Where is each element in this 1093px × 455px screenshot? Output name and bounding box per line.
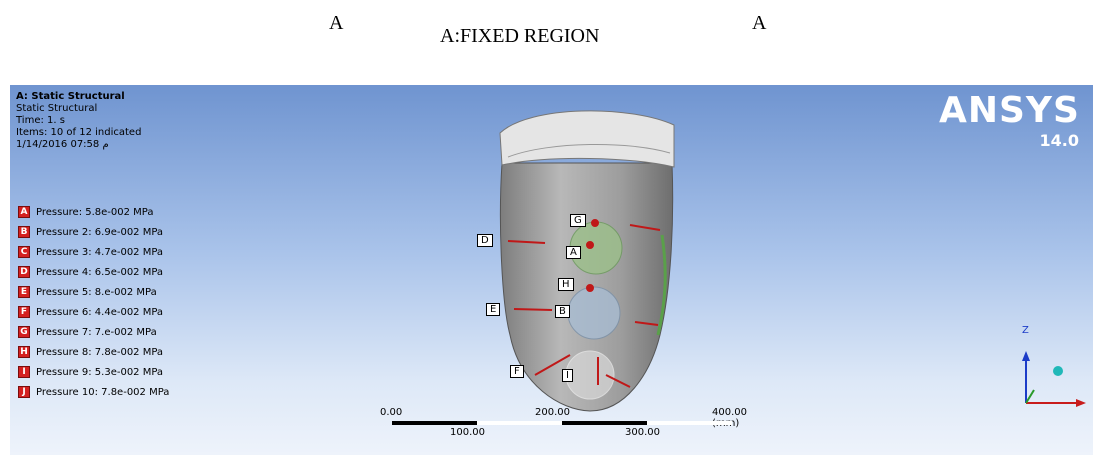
scale-bar: 0.00 200.00 400.00 (mm) 100.00 300.00: [380, 407, 747, 455]
graphics-viewport[interactable]: A: Static Structural Static Structural T…: [10, 85, 1093, 455]
caption-a-left: A: [329, 12, 344, 34]
scale-label-top: 0.00: [380, 407, 403, 418]
scale-label-top: 200.00: [535, 407, 570, 418]
scale-label-bottom: 100.00: [450, 427, 485, 438]
legend-item[interactable]: I Pressure 9: 5.3e-002 MPa: [18, 365, 163, 379]
legend-marker-icon: G: [18, 326, 30, 338]
legend-item[interactable]: J Pressure 10: 7.8e-002 MPa: [18, 385, 169, 399]
marker-g[interactable]: G: [570, 214, 586, 227]
legend-item[interactable]: A Pressure: 5.8e-002 MPa: [18, 205, 154, 219]
analysis-date: 1/14/2016 07:58 م: [16, 139, 109, 150]
marker-a[interactable]: A: [566, 246, 581, 259]
caption-a-right: A: [752, 12, 767, 34]
legend-item[interactable]: E Pressure 5: 8.e-002 MPa: [18, 285, 157, 299]
ansys-logo: ANSYS 14.0: [939, 90, 1080, 151]
model-canvas[interactable]: [10, 85, 1093, 455]
legend-marker-icon: C: [18, 246, 30, 258]
legend-marker-icon: E: [18, 286, 30, 298]
legend-item[interactable]: F Pressure 6: 4.4e-002 MPa: [18, 305, 163, 319]
region-b[interactable]: [567, 286, 621, 340]
legend-marker-icon: J: [18, 386, 30, 398]
marker-b[interactable]: B: [555, 305, 570, 318]
socket-rim: [499, 110, 675, 168]
scale-label-top: 400.00 (mm): [712, 407, 747, 429]
marker-f[interactable]: F: [510, 365, 524, 378]
legend-item[interactable]: H Pressure 8: 7.8e-002 MPa: [18, 345, 163, 359]
legend-marker-icon: H: [18, 346, 30, 358]
ansys-wordmark: ANSYS: [939, 90, 1080, 131]
scale-label-bottom: 300.00: [625, 427, 660, 438]
legend-item[interactable]: G Pressure 7: 7.e-002 MPa: [18, 325, 157, 339]
scale-bar-track: [392, 421, 732, 425]
socket-rim-inner: [507, 143, 671, 158]
ansys-version: 14.0: [1039, 131, 1079, 150]
legend-marker-icon: B: [18, 226, 30, 238]
marker-i[interactable]: I: [562, 369, 573, 382]
legend-marker-icon: F: [18, 306, 30, 318]
axis-z-label: Z: [1022, 325, 1029, 336]
legend-item[interactable]: C Pressure 3: 4.7e-002 MPa: [18, 245, 163, 259]
legend-marker-icon: D: [18, 266, 30, 278]
legend-marker-icon: I: [18, 366, 30, 378]
legend-marker-icon: A: [18, 206, 30, 218]
analysis-subtitle: Static Structural: [16, 103, 98, 114]
pressure-arrows: [507, 219, 661, 388]
marker-e[interactable]: E: [486, 303, 501, 316]
region-j-edge: [656, 234, 667, 336]
legend-item[interactable]: D Pressure 4: 6.5e-002 MPa: [18, 265, 163, 279]
analysis-items: Items: 10 of 12 indicated: [16, 127, 142, 138]
legend-item[interactable]: B Pressure 2: 6.9e-002 MPa: [18, 225, 163, 239]
analysis-title: A: Static Structural: [16, 91, 125, 102]
marker-h[interactable]: H: [558, 278, 574, 291]
marker-d[interactable]: D: [477, 234, 493, 247]
axis-triad: [1022, 351, 1086, 407]
analysis-time: Time: 1. s: [16, 115, 65, 126]
caption-fixed-region: A:FIXED REGION: [440, 25, 600, 47]
